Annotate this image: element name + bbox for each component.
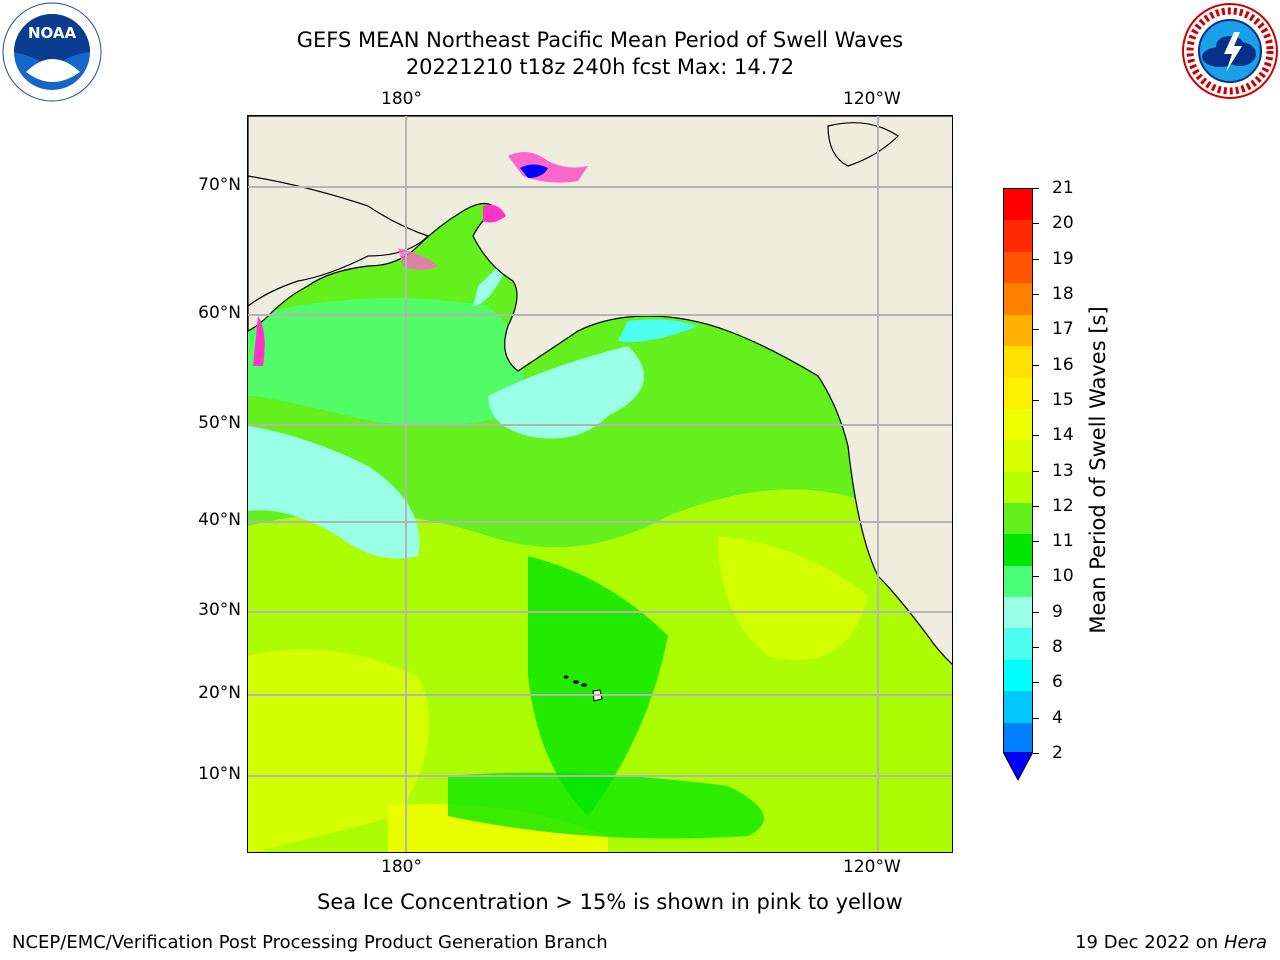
colorbar-tick: [1033, 188, 1039, 189]
sea-ice-note: Sea Ice Concentration > 15% is shown in …: [317, 890, 903, 914]
footer-date: 19 Dec 2022 on Hera: [1075, 932, 1267, 953]
period-8-9-region-west: [248, 426, 420, 559]
colorbar-tick-label: 18: [1052, 283, 1074, 304]
colorbar-tick: [1033, 576, 1039, 578]
colorbar-segment: [1004, 628, 1032, 661]
colorbar-tick: [1033, 541, 1039, 543]
colorbar-tick: [1033, 293, 1039, 295]
colorbar-segment: [1004, 251, 1032, 284]
noaa-logo: NOAA: [2, 2, 102, 102]
colorbar-tick: [1033, 611, 1039, 613]
period-10-11-region-south: [448, 772, 764, 839]
lon-label-top-180: 180°: [381, 89, 422, 109]
sea-ice-bering-strait: [483, 204, 506, 223]
colorbar-segment: [1004, 220, 1032, 253]
noaa-logo-text: NOAA: [28, 24, 77, 42]
colorbar-tick: [1033, 505, 1039, 507]
period-14-15-region-south: [388, 804, 608, 852]
colorbar-segment: [1004, 189, 1032, 221]
footer-credit: NCEP/EMC/Verification Post Processing Pr…: [12, 932, 608, 953]
colorbar-tick-label: 15: [1052, 389, 1074, 410]
colorbar-segment: [1004, 283, 1032, 316]
colorbar: [1003, 188, 1033, 755]
colorbar-tick-label: 4: [1052, 707, 1063, 728]
colorbar-tick: [1033, 753, 1039, 754]
colorbar-tick-label: 11: [1052, 531, 1074, 552]
period-13-region-east: [718, 536, 868, 660]
colorbar-tick: [1033, 364, 1039, 366]
map-canvas: [248, 116, 952, 852]
colorbar-segment: [1004, 408, 1032, 441]
lon-label-top-120w: 120°W: [843, 89, 901, 109]
colorbar-tick-label: 21: [1052, 178, 1074, 198]
colorbar-segment: [1004, 722, 1032, 755]
colorbar-tick: [1033, 223, 1039, 225]
colorbar-segment: [1004, 345, 1032, 378]
colorbar-tick-label: 13: [1052, 460, 1074, 481]
sea-ice-bering-shelf: [398, 248, 438, 270]
colorbar-tick-label: 2: [1052, 743, 1063, 763]
colorbar-tick: [1033, 470, 1039, 472]
footer-machine: Hera: [1223, 932, 1267, 953]
colorbar-extend-arrow: [1003, 752, 1033, 782]
period-10-11-region-central: [528, 556, 668, 816]
colorbar-tick-label: 19: [1052, 248, 1074, 269]
period-8-region-gulf: [618, 319, 698, 342]
colorbar-tick: [1033, 399, 1039, 401]
lat-label-30n: 30°N: [198, 600, 241, 620]
colorbar-segment: [1004, 471, 1032, 504]
period-8-9-region-gulf: [488, 346, 644, 439]
lat-label-60n: 60°N: [198, 303, 241, 323]
colorbar-tick-label: 17: [1052, 319, 1074, 340]
colorbar-tick-label: 14: [1052, 425, 1074, 446]
lat-label-10n: 10°N: [198, 764, 241, 784]
lat-label-70n: 70°N: [198, 175, 241, 195]
colorbar-tick-label: 16: [1052, 354, 1074, 375]
colorbar-segment: [1004, 377, 1032, 410]
footer-date-text: 19 Dec 2022 on: [1075, 932, 1224, 953]
colorbar-segment: [1004, 534, 1032, 567]
period-13-14-region-west: [248, 649, 430, 852]
land-siberia: [248, 175, 430, 307]
colorbar-tick-label: 9: [1052, 601, 1063, 622]
lon-label-bottom-120w: 120°W: [843, 857, 901, 877]
colorbar-tick: [1033, 717, 1039, 719]
lat-label-50n: 50°N: [198, 413, 241, 433]
colorbar-segment: [1004, 502, 1032, 535]
colorbar-tick: [1033, 435, 1039, 437]
sea-ice-core: [520, 164, 548, 178]
colorbar-segment: [1004, 440, 1032, 472]
colorbar-segment: [1004, 659, 1032, 692]
chart-title: GEFS MEAN Northeast Pacific Mean Period …: [296, 28, 904, 52]
nws-logo: [1182, 3, 1278, 99]
colorbar-segment: [1004, 597, 1032, 629]
chart-subtitle: 20221210 t18z 240h fcst Max: 14.72: [405, 55, 795, 79]
colorbar-tick: [1033, 258, 1039, 260]
sea-ice-kamchatka: [253, 316, 265, 366]
colorbar-segment: [1004, 565, 1032, 598]
lat-label-20n: 20°N: [198, 683, 241, 703]
colorbar-tick-label: 6: [1052, 672, 1063, 693]
colorbar-tick: [1033, 647, 1039, 649]
colorbar-segment: [1004, 691, 1032, 724]
lat-label-40n: 40°N: [198, 510, 241, 530]
colorbar-tick-label: 8: [1052, 637, 1063, 658]
colorbar-label: Mean Period of Swell Waves [s]: [1086, 306, 1110, 634]
lon-label-bottom-180: 180°: [381, 857, 422, 877]
colorbar-tick-label: 20: [1052, 213, 1074, 234]
land-north-america: [248, 116, 952, 665]
colorbar-segment: [1004, 314, 1032, 347]
colorbar-tick: [1033, 682, 1039, 684]
colorbar-tick: [1033, 329, 1039, 331]
map-panel: [247, 115, 953, 853]
period-9-10-region-north: [248, 298, 524, 426]
graticule: [248, 116, 952, 852]
colorbar-tick-label: 12: [1052, 495, 1074, 516]
colorbar-tick-label: 10: [1052, 566, 1074, 587]
